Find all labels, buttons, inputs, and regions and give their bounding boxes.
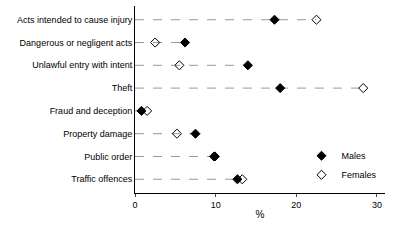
svg-text:%: %: [256, 209, 265, 220]
svg-text:Acts intended to cause injury: Acts intended to cause injury: [17, 15, 133, 25]
svg-text:Traffic offences: Traffic offences: [71, 174, 132, 184]
svg-text:Fraud and deception: Fraud and deception: [50, 106, 133, 116]
svg-text:Public order: Public order: [84, 152, 132, 162]
svg-text:30: 30: [372, 200, 382, 210]
svg-text:Unlawful entry with intent: Unlawful entry with intent: [32, 60, 133, 70]
svg-text:20: 20: [291, 200, 301, 210]
svg-text:0: 0: [132, 200, 137, 210]
svg-text:Dangerous or negligent acts: Dangerous or negligent acts: [20, 38, 133, 48]
svg-text:10: 10: [211, 200, 221, 210]
svg-text:Females: Females: [342, 170, 377, 180]
svg-text:Males: Males: [342, 151, 367, 161]
svg-text:Property damage: Property damage: [63, 129, 132, 139]
svg-text:Theft: Theft: [112, 83, 133, 93]
